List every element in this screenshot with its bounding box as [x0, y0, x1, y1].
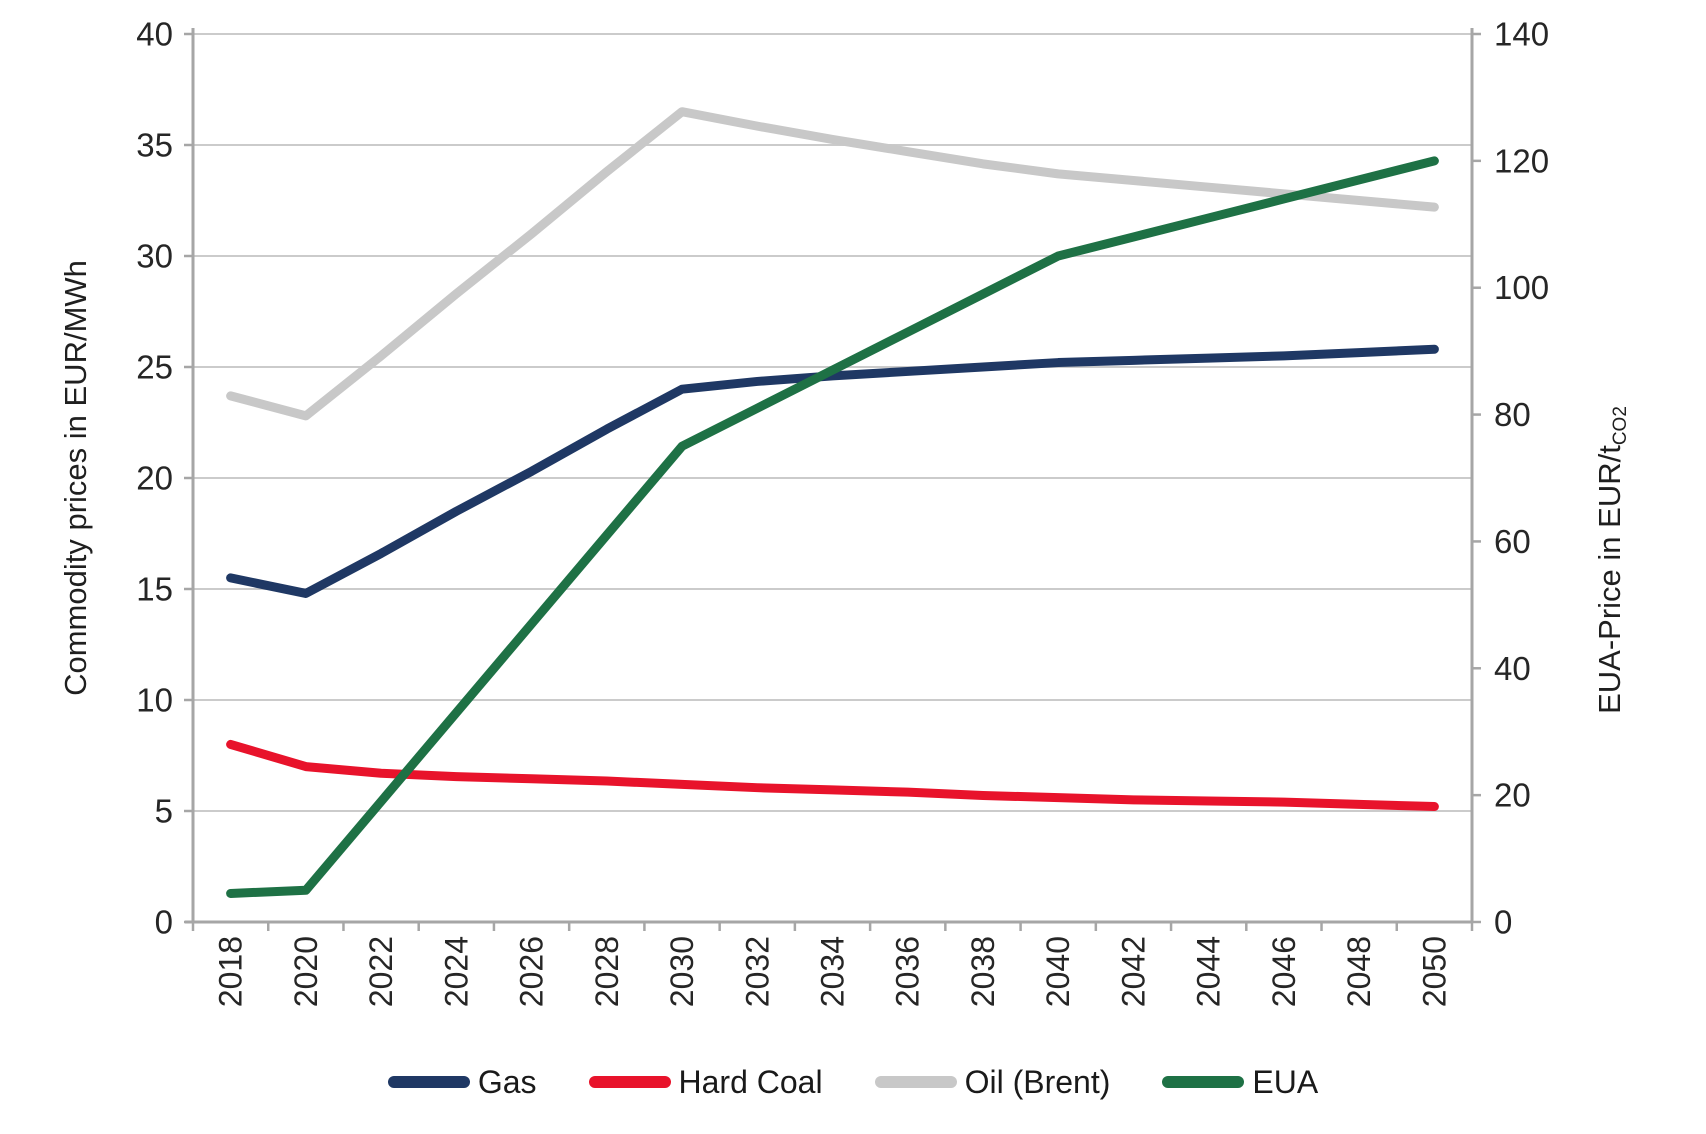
right-axis-tick-label: 140	[1494, 16, 1549, 53]
x-axis-tick-label: 2026	[514, 936, 550, 1007]
series-line-oil-brent	[226, 107, 1439, 421]
series-line-eua	[226, 156, 1439, 898]
right-axis-tick-label: 20	[1494, 777, 1531, 814]
legend-swatch-hard-coal	[588, 1076, 671, 1088]
right-axis-tick-label: 80	[1494, 396, 1531, 433]
right-axis-title-text: EUA-Price in EUR/t	[1592, 445, 1627, 714]
right-axis-tick-label: 120	[1494, 142, 1549, 179]
legend-label-eua: EUA	[1252, 1063, 1319, 1100]
left-axis-tick-label: 25	[136, 349, 173, 386]
x-axis-tick-label: 2028	[589, 936, 625, 1007]
x-axis-tick-label: 2032	[739, 936, 775, 1007]
left-axis-tick-label: 10	[136, 682, 173, 719]
legend-swatch-oil-brent	[874, 1076, 957, 1088]
series-line-hard-coal	[226, 739, 1439, 812]
legend-swatch-eua	[1162, 1076, 1245, 1088]
x-axis-tick-label: 2022	[363, 936, 399, 1007]
co2-subscript: CO2	[1610, 406, 1631, 446]
x-axis-tick-label: 2048	[1341, 936, 1377, 1007]
left-axis-tick-label: 35	[136, 127, 173, 164]
legend-label-gas: Gas	[477, 1063, 537, 1100]
x-axis-tick-label: 2030	[664, 936, 700, 1007]
x-axis-tick-label: 2020	[288, 936, 324, 1007]
right-axis-tick-label: 40	[1494, 650, 1531, 687]
left-axis-tick-label: 5	[155, 793, 173, 830]
x-axis-tick-label: 2018	[213, 936, 249, 1007]
left-axis-tick-label: 20	[136, 460, 173, 497]
series-line-gas	[226, 344, 1439, 598]
x-axis-tick-label: 2050	[1416, 936, 1452, 1007]
left-axis-tick-label: 0	[155, 904, 173, 941]
right-axis-tick-label: 0	[1494, 904, 1512, 941]
x-axis-tick-label: 2042	[1115, 936, 1151, 1007]
x-axis-tick-label: 2046	[1266, 936, 1302, 1007]
x-axis-tick-label: 2036	[890, 936, 926, 1007]
legend-label-hard-coal: Hard Coal	[678, 1063, 823, 1100]
legend-item-eua: EUA	[1162, 1064, 1318, 1101]
legend-item-hard-coal: Hard Coal	[588, 1063, 823, 1101]
left-axis-tick-label: 15	[136, 571, 173, 608]
x-axis-tick-label: 2044	[1191, 936, 1227, 1007]
legend-item-oil-brent: Oil (Brent)	[874, 1063, 1111, 1101]
x-axis-tick-label: 2024	[438, 936, 474, 1007]
x-axis-tick-label: 2034	[815, 936, 851, 1007]
x-axis-tick-label: 2040	[1040, 936, 1076, 1007]
left-axis-tick-label: 40	[136, 16, 173, 53]
legend-swatch-gas	[387, 1076, 470, 1088]
right-axis-tick-label: 100	[1494, 269, 1549, 306]
right-axis-tick-label: 60	[1494, 523, 1531, 560]
right-axis-title: EUA-Price in EUR/tCO2	[1592, 406, 1632, 714]
chart-legend: Gas Hard Coal Oil (Brent) EUA	[0, 1052, 1706, 1112]
left-axis-tick-label: 30	[136, 238, 173, 275]
legend-item-gas: Gas	[387, 1063, 537, 1101]
left-axis-title: Commodity prices in EUR/MWh	[58, 260, 93, 696]
x-axis-tick-label: 2038	[965, 936, 1001, 1007]
legend-label-oil-brent: Oil (Brent)	[964, 1063, 1111, 1100]
